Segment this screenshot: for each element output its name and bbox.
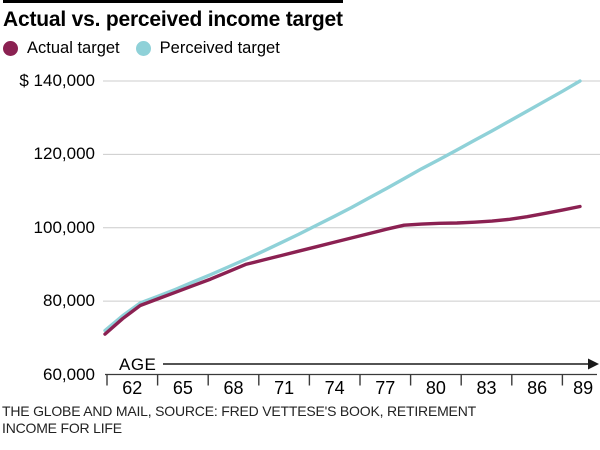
x-tick-label: 80: [425, 378, 446, 398]
x-tick-label: 65: [172, 378, 193, 398]
x-tick-label: 71: [274, 378, 295, 398]
x-tick-label: 77: [375, 378, 396, 398]
x-tick-label: 74: [324, 378, 345, 398]
y-tick-label: $ 140,000: [19, 71, 95, 90]
attribution: THE GLOBE AND MAIL, SOURCE: FRED VETTESE…: [2, 403, 598, 437]
attribution-line-2: INCOME FOR LIFE: [2, 420, 122, 436]
actual-target-dot-icon: [3, 41, 18, 56]
y-tick-label: 80,000: [43, 291, 95, 311]
legend: Actual target Perceived target: [3, 39, 280, 58]
x-tick-label: 89: [573, 378, 594, 398]
x-tick-label: 68: [223, 378, 244, 398]
perceived-target-line: [103, 79, 582, 333]
y-tick-label: 100,000: [33, 217, 95, 237]
x-tick-label: 62: [122, 378, 143, 398]
x-tick-label: 86: [527, 378, 548, 398]
legend-item-perceived: Perceived target: [135, 39, 280, 58]
legend-item-actual: Actual target: [3, 39, 120, 58]
y-tick-label: 60,000: [43, 364, 95, 384]
legend-label-perceived: Perceived target: [159, 39, 280, 57]
attribution-line-1: THE GLOBE AND MAIL, SOURCE: FRED VETTESE…: [2, 403, 476, 419]
x-axis-title: AGE: [119, 355, 157, 374]
y-tick-label: 120,000: [33, 144, 95, 164]
chart-title: Actual vs. perceived income target: [3, 0, 343, 32]
x-tick-label: 83: [476, 378, 497, 398]
perceived-target-dot-icon: [135, 41, 151, 56]
actual-target-line: [103, 204, 582, 336]
legend-label-actual: Actual target: [27, 39, 120, 57]
age-arrow-head-icon: [588, 358, 599, 370]
